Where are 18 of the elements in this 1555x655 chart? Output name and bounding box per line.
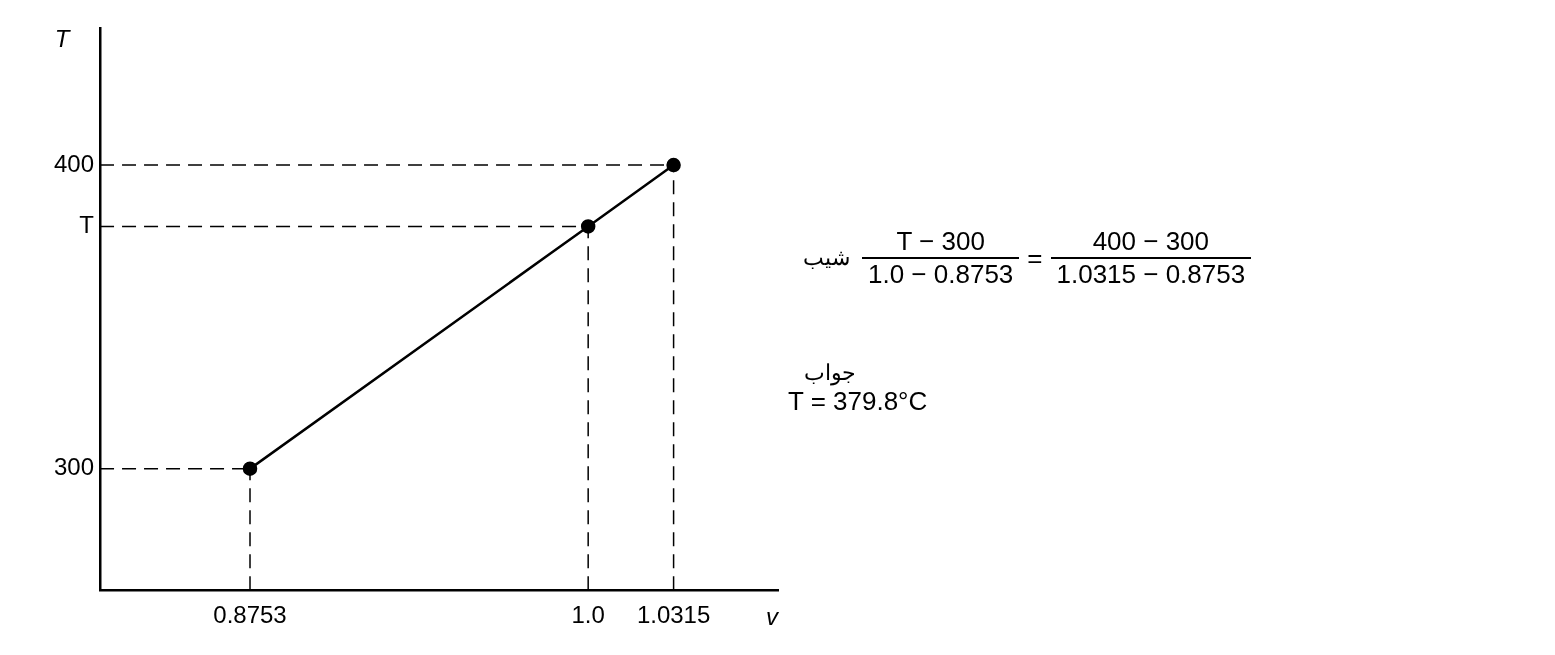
text: T = 379.8°C: [788, 386, 928, 417]
point: [242, 461, 258, 476]
x-axis-title: v: [766, 602, 780, 630]
text: =: [1027, 242, 1043, 274]
text: T − 300: [895, 226, 986, 257]
x-tick-label: 0.8753: [213, 601, 287, 629]
y-tick-label: T: [79, 211, 95, 239]
point: [666, 157, 681, 173]
text: شیب: [803, 245, 850, 271]
text: 1.0315 − 0.8753: [1050, 257, 1252, 290]
text: جواب: [804, 360, 856, 386]
x-tick-label: 1.0315: [636, 601, 711, 629]
text: 1.0 − 0.8753: [862, 257, 1020, 290]
y-tick-label: 300: [54, 453, 95, 481]
point: [580, 219, 596, 234]
text: 400 − 300: [1091, 226, 1211, 257]
y-tick-label: 400: [54, 149, 95, 177]
x-tick-label: 1.0: [571, 601, 605, 629]
